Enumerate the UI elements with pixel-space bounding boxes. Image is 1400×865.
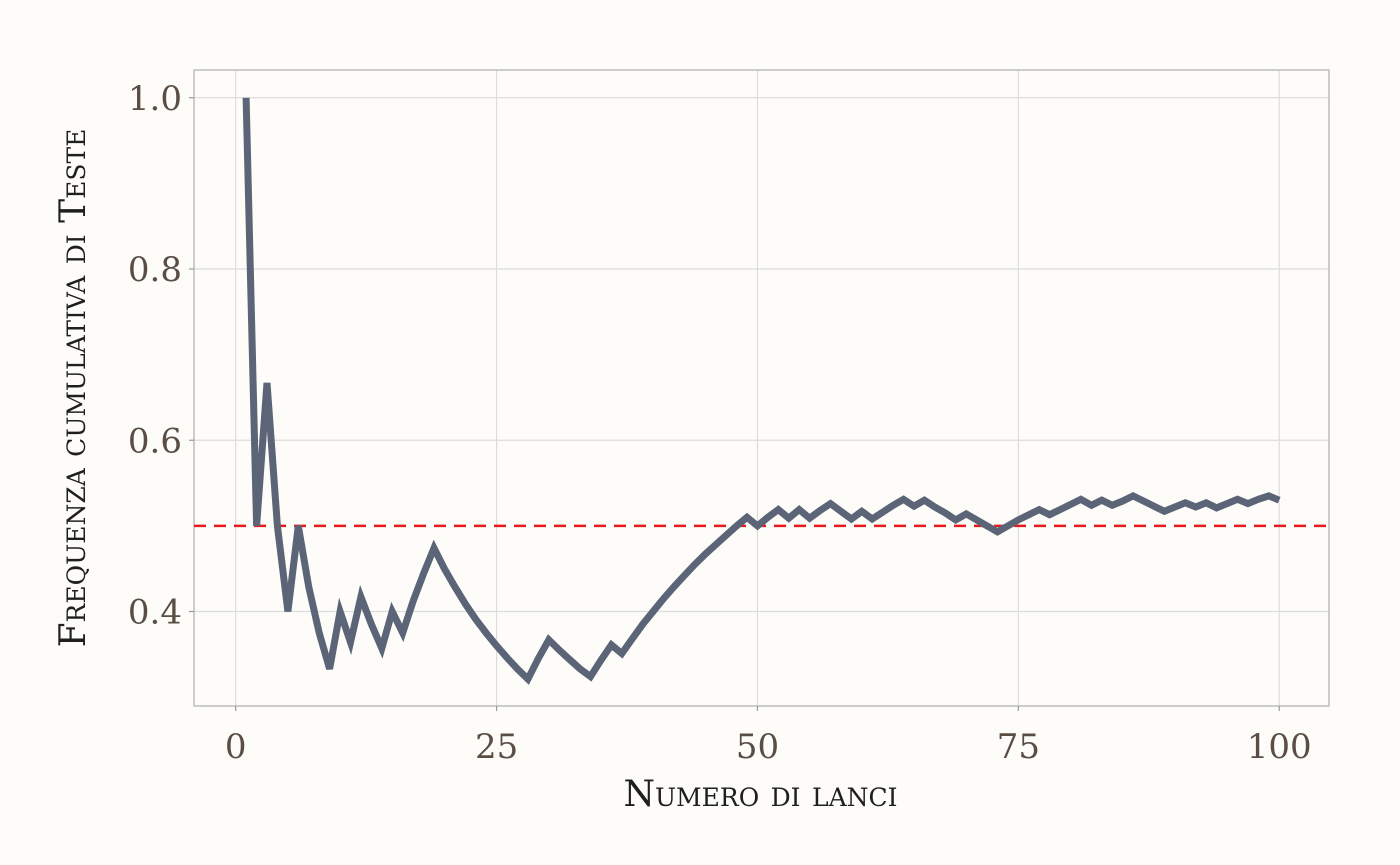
y-axis-ticks: 0.4 0.6 0.8 1.0 [128, 79, 194, 633]
x-tick-label: 25 [475, 727, 518, 767]
x-tick-label: 100 [1247, 727, 1312, 767]
grid-lines [194, 70, 1329, 706]
y-tick-label: 0.6 [128, 421, 182, 461]
y-tick-label: 0.8 [128, 250, 182, 290]
y-tick-label: 1.0 [128, 79, 182, 119]
x-axis-ticks: 0 25 50 75 100 [225, 706, 1312, 767]
x-axis-title: Numero di lanci [623, 774, 897, 815]
y-tick-label: 0.4 [128, 593, 182, 633]
y-axis-title: Frequenza cumulativa di Teste [53, 129, 94, 648]
plot-frame [193, 69, 1330, 707]
x-tick-label: 0 [225, 727, 247, 767]
x-tick-label: 75 [997, 727, 1040, 767]
series-lines [242, 97, 1281, 685]
x-tick-label: 50 [736, 727, 779, 767]
series-line [242, 97, 1281, 685]
